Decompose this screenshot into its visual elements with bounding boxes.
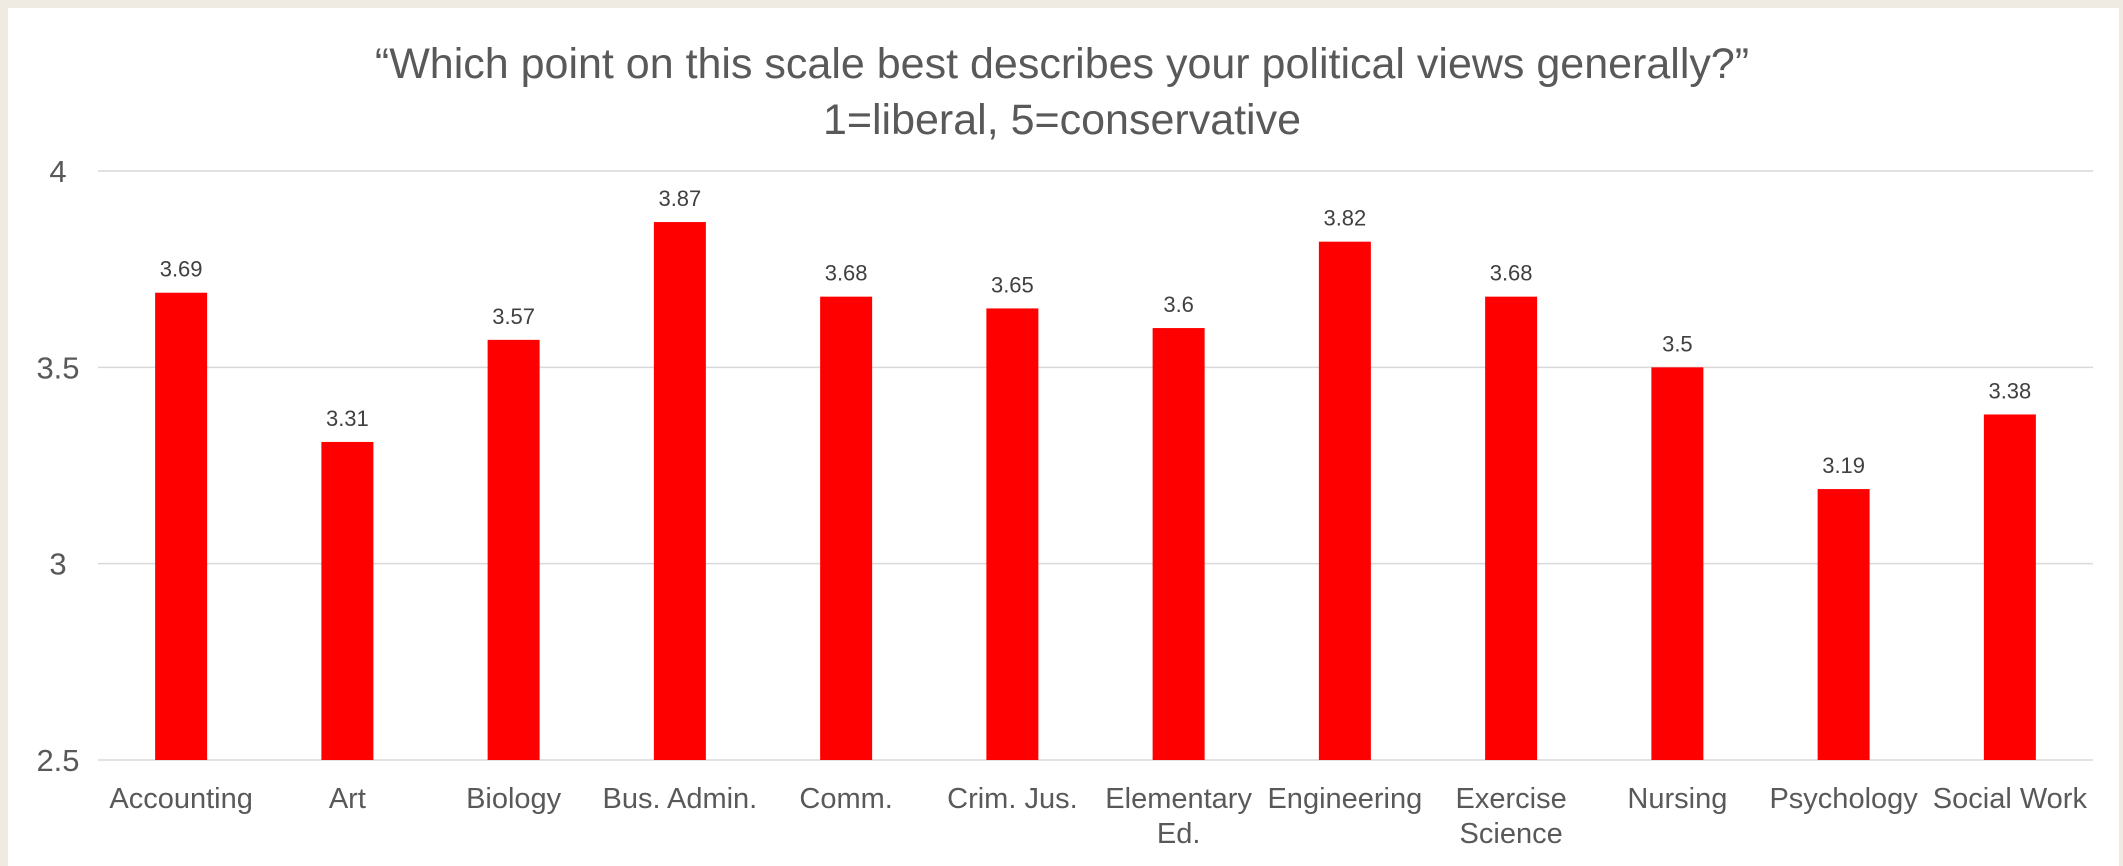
data-label: 3.65 xyxy=(991,272,1034,297)
x-tick-label: Ed. xyxy=(1157,818,1201,850)
bar xyxy=(1318,241,1371,760)
bar xyxy=(487,339,540,760)
bar xyxy=(653,222,706,761)
x-tick-label: Psychology xyxy=(1769,783,1918,815)
x-tick-label: Comm. xyxy=(799,783,892,815)
x-tick-label: Crim. Jus. xyxy=(947,783,1078,815)
chart-frame: “Which point on this scale best describe… xyxy=(8,8,2119,866)
data-label: 3.31 xyxy=(326,406,369,431)
data-label: 3.57 xyxy=(492,304,535,329)
x-tick-label: Science xyxy=(1460,818,1563,850)
chart-title-line-2: 1=liberal, 5=conservative xyxy=(823,96,1301,144)
x-tick-label: Biology xyxy=(466,783,562,815)
data-label: 3.19 xyxy=(1822,453,1865,478)
bar-chart: “Which point on this scale best describe… xyxy=(36,40,2093,850)
x-tick-label: Accounting xyxy=(109,783,253,815)
y-tick-label: 2.5 xyxy=(36,743,79,778)
data-label: 3.69 xyxy=(160,257,203,282)
y-tick-label: 4 xyxy=(49,154,66,189)
y-axis-ticks: 2.5 3 3.5 4 xyxy=(36,154,79,778)
x-tick-label: Bus. Admin. xyxy=(603,783,758,815)
bar xyxy=(1485,296,1538,760)
y-tick-label: 3.5 xyxy=(36,350,79,385)
data-label: 3.82 xyxy=(1323,206,1366,231)
bar xyxy=(155,292,208,760)
chart-title-line-1: “Which point on this scale best describe… xyxy=(375,40,1749,88)
chart-title: “Which point on this scale best describe… xyxy=(375,40,1749,144)
bar xyxy=(986,308,1039,760)
data-label: 3.5 xyxy=(1662,331,1693,356)
bars xyxy=(155,222,2036,761)
data-label: 3.6 xyxy=(1163,292,1194,317)
x-tick-label: Engineering xyxy=(1267,783,1422,815)
bar xyxy=(1152,328,1205,760)
bar xyxy=(1817,489,1870,760)
bar xyxy=(321,441,374,760)
x-tick-label: Art xyxy=(329,783,366,815)
x-tick-label: Elementary xyxy=(1105,783,1252,815)
x-tick-label: Exercise xyxy=(1456,783,1567,815)
data-label: 3.87 xyxy=(658,186,701,211)
bar xyxy=(1983,414,2036,760)
data-label: 3.38 xyxy=(1988,378,2031,403)
data-label: 3.68 xyxy=(825,261,868,286)
data-labels: 3.69 3.31 3.57 3.87 3.68 3.65 3.6 3.82 3.68 3.5 3.… xyxy=(160,186,2032,478)
y-tick-label: 3 xyxy=(49,547,66,582)
x-tick-label: Nursing xyxy=(1627,783,1727,815)
bar xyxy=(1651,367,1704,760)
bar xyxy=(820,296,873,760)
gridlines xyxy=(98,170,2093,761)
data-label: 3.68 xyxy=(1490,261,1533,286)
x-axis-ticks: Accounting Art Biology Bus. Admin. Comm. Crim… xyxy=(109,783,2087,850)
x-tick-label: Social Work xyxy=(1933,783,2088,815)
